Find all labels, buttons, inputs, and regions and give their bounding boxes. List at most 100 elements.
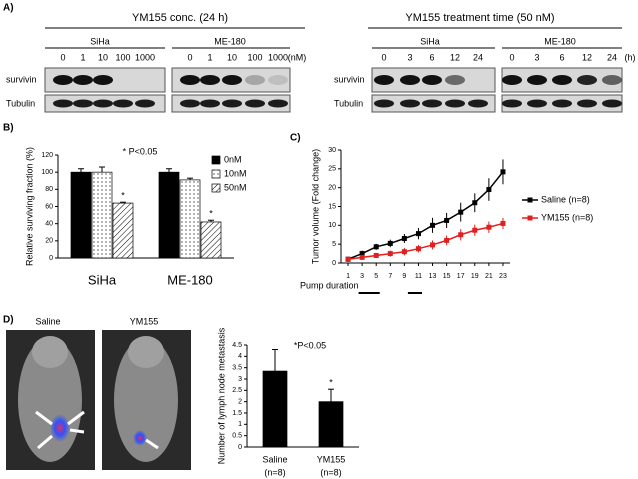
blot-band	[422, 99, 442, 108]
error-bar	[166, 168, 172, 173]
image-caption: Saline	[35, 316, 60, 326]
error-bar	[272, 349, 278, 372]
lane-label: 0	[187, 52, 192, 62]
lane-label: 10	[227, 52, 237, 62]
cell-line: ME-180	[214, 36, 246, 46]
panel-label: B)	[3, 123, 14, 134]
panel-label: C)	[290, 133, 301, 144]
y-tick-label: 1.5	[232, 410, 242, 417]
y-tick-label: 20	[328, 185, 336, 192]
blot-title: YM155 conc. (24 h)	[132, 12, 228, 24]
cell-line: ME-180	[544, 36, 576, 46]
blot-band	[527, 75, 547, 85]
legend-swatch	[211, 183, 221, 193]
x-tick-label: 23	[499, 273, 507, 280]
error-bar	[78, 168, 84, 173]
blot-band	[113, 75, 133, 85]
blot-band	[93, 99, 113, 108]
lane-label: 0	[381, 52, 386, 62]
point	[401, 249, 407, 255]
blot-band	[468, 99, 488, 108]
x-tick-label: 15	[443, 273, 451, 280]
lane-label: 24	[473, 52, 483, 62]
y-tick-label: 80	[45, 186, 53, 193]
blot-band	[200, 75, 220, 85]
y-tick-label: 15	[328, 203, 336, 210]
cell-line: SiHa	[90, 36, 110, 46]
row-label: Tubulin	[334, 98, 363, 108]
point	[345, 256, 351, 262]
y-tick-label: 3.5	[232, 365, 242, 372]
lane-label: 100	[115, 52, 130, 62]
blot-band	[577, 75, 597, 85]
error-bar	[187, 177, 193, 180]
y-tick-label: 10	[328, 222, 336, 229]
y-tick-label: 20	[45, 238, 53, 245]
y-tick-label: 100	[41, 169, 53, 176]
legend-label: Saline (n=8)	[541, 194, 590, 204]
x-tick-label: 5	[374, 273, 378, 280]
legend-swatch	[211, 155, 221, 165]
bar	[262, 370, 288, 448]
blot-band	[445, 75, 465, 85]
blot-band	[445, 99, 465, 108]
error-bar	[99, 166, 105, 173]
blot-band	[222, 99, 242, 108]
x-tick-label: SiHa	[88, 272, 117, 287]
point	[387, 240, 393, 246]
legend-label: 50nM	[224, 182, 247, 192]
point	[415, 231, 421, 237]
x-tick-label: 1	[346, 273, 350, 280]
y-axis-label: Number of lymph node metastasis	[216, 327, 226, 464]
bar	[179, 179, 201, 259]
mouse-head	[128, 336, 164, 368]
y-tick-label: 30	[328, 147, 336, 154]
point	[373, 244, 379, 250]
point	[430, 242, 436, 248]
row-label: Tubulin	[6, 98, 35, 108]
lane-label: 3	[407, 52, 412, 62]
x-tick-label: 13	[429, 273, 437, 280]
point	[373, 252, 379, 258]
blot-band	[113, 99, 133, 108]
x-axis-label: Pump duration	[300, 280, 359, 290]
lane-label: 10	[98, 52, 108, 62]
blot-band	[577, 99, 597, 108]
signal	[50, 414, 70, 442]
blot-band	[93, 75, 113, 85]
signal	[133, 430, 147, 446]
x-tick-label: 19	[471, 273, 479, 280]
blot-band	[135, 75, 155, 85]
point	[472, 200, 478, 206]
y-tick-label: 2.5	[232, 387, 242, 394]
legend-marker	[527, 197, 533, 203]
point	[472, 227, 478, 233]
significance: *	[209, 209, 213, 219]
blot-band	[502, 99, 522, 108]
point	[486, 187, 492, 193]
blot-band	[180, 75, 200, 85]
y-tick-label: 120	[41, 152, 53, 159]
point	[415, 246, 421, 252]
bar	[200, 221, 222, 259]
point	[430, 222, 436, 228]
y-tick-label: 40	[45, 221, 53, 228]
x-tick-label: ME-180	[167, 272, 213, 287]
lane-label: 24	[607, 52, 617, 62]
point	[359, 251, 365, 257]
blot-band	[374, 75, 394, 85]
blot-band	[602, 99, 622, 108]
y-tick-label: 0	[238, 444, 242, 451]
x-tick-label: 21	[485, 273, 493, 280]
blot-band	[200, 99, 220, 108]
blot-band	[268, 75, 288, 85]
cell-line: SiHa	[420, 36, 440, 46]
point	[486, 224, 492, 230]
blot-band	[552, 75, 572, 85]
y-tick-label: 2	[238, 399, 242, 406]
lane-label: 1000	[268, 52, 288, 62]
x-tick-label: 3	[360, 273, 364, 280]
y-tick-label: 0	[49, 255, 53, 262]
lane-label: 12	[582, 52, 592, 62]
blot-band	[222, 75, 242, 85]
